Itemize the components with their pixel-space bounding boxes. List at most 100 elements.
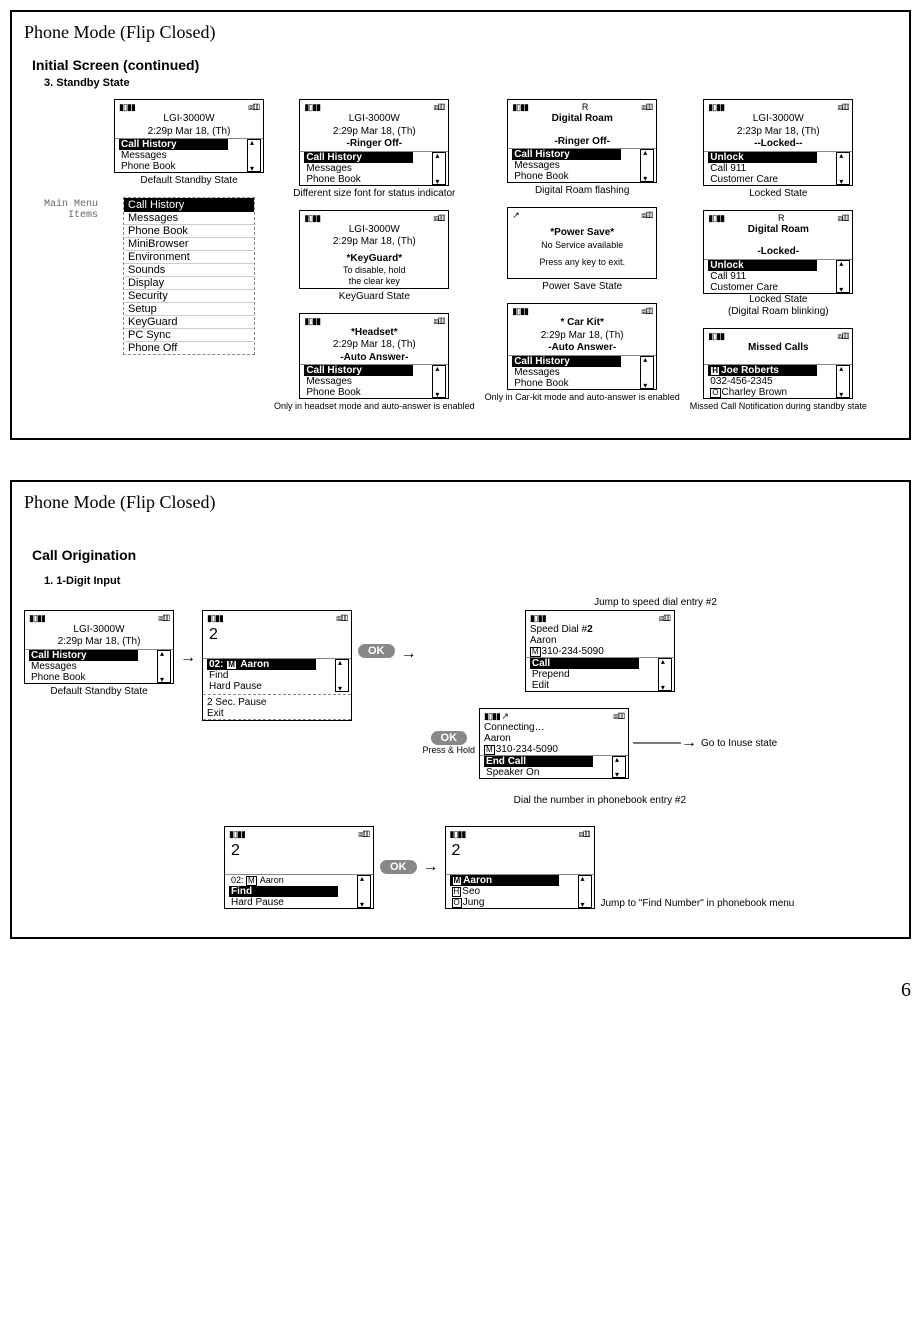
menu-item[interactable]: Hard Pause <box>207 681 316 692</box>
menu-item[interactable]: Customer Care <box>708 174 817 185</box>
menu-selected[interactable]: Call <box>530 658 639 669</box>
jump-find-label: Jump to "Find Number" in phonebook menu <box>601 898 795 909</box>
menu-selected[interactable]: HJoe Roberts <box>708 365 817 376</box>
menu-selected[interactable]: Call History <box>29 650 138 661</box>
menu-item[interactable]: Call 911 <box>708 271 817 282</box>
scrollbar[interactable] <box>247 139 261 172</box>
menu-item[interactable]: Call 911 <box>708 163 817 174</box>
menu-selected[interactable]: Find <box>229 886 338 897</box>
scrollbar[interactable] <box>578 875 592 908</box>
menu-item[interactable]: Phone Book <box>512 171 621 182</box>
signal-icon: ▮▯▮▮ <box>29 613 45 624</box>
scrollbar[interactable] <box>640 356 654 389</box>
menu-selected[interactable]: Call History <box>512 356 621 367</box>
menu-item[interactable]: 032-456-2345 <box>708 376 817 387</box>
menu-selected[interactable]: Call History <box>304 365 413 376</box>
menu-item[interactable]: HSeo <box>450 886 559 897</box>
screen-find-source: ▮▯▮▮⧈▥ 2 02: M Aaron Find Hard Pause <box>224 826 374 909</box>
battery-icon: ⧈▥ <box>248 102 259 113</box>
main-menu-item[interactable]: Environment <box>124 251 254 264</box>
menu-item[interactable]: 02: M Aaron <box>229 875 338 886</box>
menu-selected[interactable]: Unlock <box>708 260 817 271</box>
battery-icon: ⧈▥ <box>837 213 848 224</box>
menu-item[interactable]: Phone Book <box>304 174 413 185</box>
scrollbar[interactable] <box>836 152 850 185</box>
menu-item[interactable]: Messages <box>512 160 621 171</box>
mode-title: Phone Mode (Flip Closed) <box>24 22 897 43</box>
main-menu-item[interactable]: Security <box>124 290 254 303</box>
scrollbar[interactable] <box>836 365 850 398</box>
sub-menu-item[interactable]: Exit <box>203 708 351 720</box>
menu-selected[interactable]: 02: M Aaron <box>207 659 316 670</box>
battery-icon: ⧈▥ <box>433 213 444 224</box>
banner-clock: 2:29p Mar 18, (Th) <box>302 236 446 249</box>
menu-item[interactable]: Messages <box>304 163 413 174</box>
ok-button[interactable]: OK <box>431 731 468 745</box>
scrollbar[interactable] <box>612 756 626 778</box>
menu-item[interactable]: Messages <box>29 661 138 672</box>
main-menu-item[interactable]: Display <box>124 277 254 290</box>
battery-icon: ⧈▥ <box>641 102 652 113</box>
menu-item[interactable]: Hard Pause <box>229 897 338 908</box>
menu-item[interactable]: OJung <box>450 897 559 908</box>
scrollbar[interactable] <box>658 658 672 691</box>
scrollbar[interactable] <box>432 365 446 398</box>
menu-item[interactable]: Customer Care <box>708 282 817 293</box>
arrow-right-icon: ———→ <box>633 735 697 751</box>
menu-selected[interactable]: Call History <box>304 152 413 163</box>
ok-button[interactable]: OK <box>358 644 395 658</box>
menu-selected[interactable]: MAaron <box>450 875 559 886</box>
scrollbar[interactable] <box>335 659 349 692</box>
scrollbar[interactable] <box>640 149 654 182</box>
roam-icon: R <box>582 102 588 113</box>
menu-item[interactable]: Phone Book <box>119 161 228 172</box>
status-line: -Ringer Off- <box>302 138 446 151</box>
menu-item[interactable]: Phone Book <box>304 387 413 398</box>
main-menu-selected[interactable]: Call History <box>124 198 254 212</box>
status-line: -Ringer Off- <box>510 136 654 149</box>
menu-item[interactable]: OCharley Brown <box>708 387 817 398</box>
col-1: ▮▯▮▮⧈▥ LGI-3000W 2:29p Mar 18, (Th) Call… <box>114 99 264 422</box>
signal-icon: ▮▯▮▮ <box>512 306 528 317</box>
menu-item[interactable]: Messages <box>304 376 413 387</box>
battery-icon: ⧈▥ <box>659 613 670 624</box>
sub-menu-item[interactable]: 2 Sec. Pause <box>203 697 351 708</box>
main-menu-item[interactable]: Phone Off <box>124 342 254 354</box>
battery-icon: ⧈▥ <box>336 613 347 624</box>
menu-item[interactable]: Edit <box>530 680 639 691</box>
menu-selected[interactable]: Call History <box>119 139 228 150</box>
scrollbar[interactable] <box>836 260 850 293</box>
main-menu-item[interactable]: Phone Book <box>124 225 254 238</box>
main-menu-item[interactable]: Sounds <box>124 264 254 277</box>
battery-icon: ⧈▥ <box>579 829 590 840</box>
main-menu-item[interactable]: KeyGuard <box>124 316 254 329</box>
main-menu-item[interactable]: MiniBrowser <box>124 238 254 251</box>
ok-button[interactable]: OK <box>380 860 417 874</box>
menu-item[interactable]: Messages <box>512 367 621 378</box>
scrollbar[interactable] <box>432 152 446 185</box>
arrow-right-icon: → <box>180 650 196 666</box>
main-menu-item[interactable]: Messages <box>124 212 254 225</box>
menu-selected[interactable]: Call History <box>512 149 621 160</box>
main-menu-item[interactable]: Setup <box>124 303 254 316</box>
tag-icon: M <box>530 647 541 657</box>
scrollbar[interactable] <box>157 650 171 683</box>
menu-item[interactable]: Messages <box>119 150 228 161</box>
menu-item[interactable]: Find <box>207 670 316 681</box>
menu-item[interactable]: Prepend <box>530 669 639 680</box>
caption: Digital Roam flashing <box>535 185 630 197</box>
menu-item[interactable]: Phone Book <box>512 378 621 389</box>
menu-selected[interactable]: End Call <box>484 756 593 767</box>
caption: Default Standby State <box>140 175 237 187</box>
main-menu-item[interactable]: PC Sync <box>124 329 254 342</box>
banner-title: Digital Roam <box>706 224 850 237</box>
section-title: Call Origination <box>32 547 897 563</box>
arrow-right-icon: → <box>401 646 417 662</box>
menu-selected[interactable]: Unlock <box>708 152 817 163</box>
caption: Missed Call Notification during standby … <box>690 401 867 412</box>
connecting-name: Aaron <box>484 733 624 744</box>
scrollbar[interactable] <box>357 875 371 908</box>
menu-item[interactable]: Phone Book <box>29 672 138 683</box>
menu-item[interactable]: Speaker On <box>484 767 593 778</box>
screen-digital-roam: ▮▯▮▮R⧈▥ Digital Roam -Ringer Off- Call H… <box>507 99 657 183</box>
